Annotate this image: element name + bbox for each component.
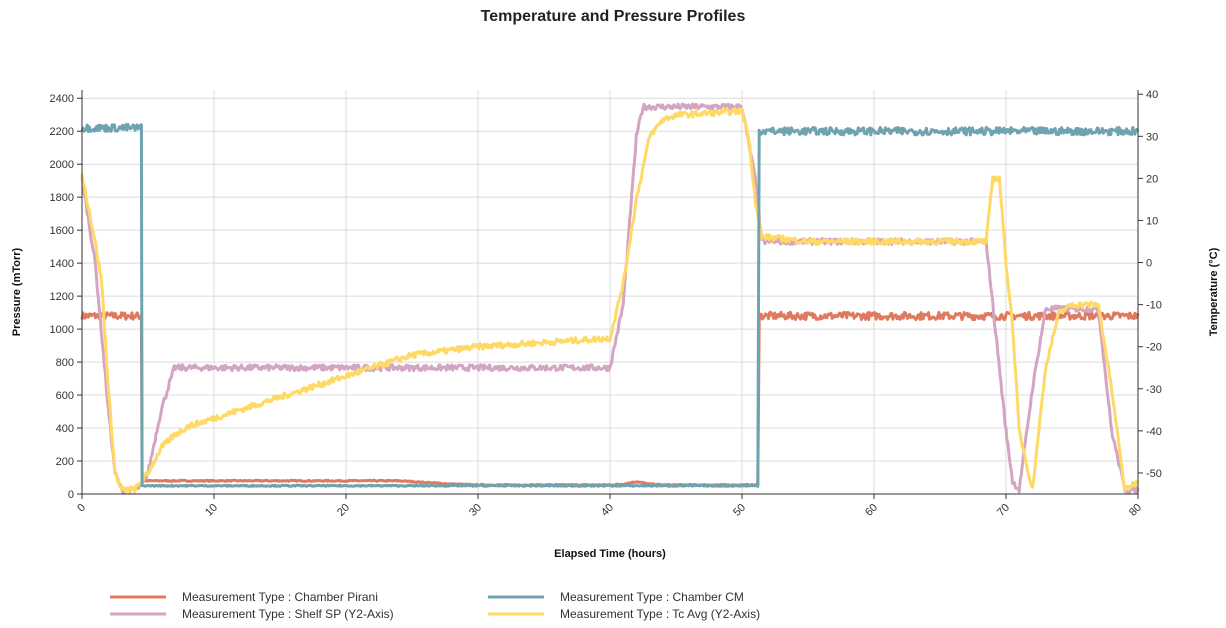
x-tick-label-8: 80 [1127,502,1144,519]
x-axis-title: Elapsed Time (hours) [554,548,666,560]
y2-axis-title: Temperature (°C) [1208,247,1220,336]
legend-label-3: Measurement Type : Tc Avg (Y2-Axis) [560,607,760,621]
y2-tick-label-5: 0 [1146,258,1152,270]
y-tick-label-4: 800 [56,357,74,369]
x-tick-label-7: 70 [995,502,1012,519]
legend-label-2: Measurement Type : Shelf SP (Y2-Axis) [182,607,394,621]
x-tick-label-6: 60 [863,502,880,519]
y-axis-title: Pressure (mTorr) [11,247,23,336]
x-tick-label-2: 20 [335,502,352,519]
x-tick-label-3: 30 [467,502,484,519]
y2-tick-label-6: 10 [1146,215,1158,227]
y2-tick-label-3: -20 [1146,342,1162,354]
legend-label-1: Measurement Type : Chamber CM [560,590,744,604]
y-tick-label-10: 2000 [50,159,74,171]
y-tick-label-0: 0 [68,489,74,501]
y2-tick-label-7: 20 [1146,173,1158,185]
y2-tick-label-9: 40 [1146,89,1158,101]
chart-title: Temperature and Pressure Profiles [480,8,746,25]
y-tick-label-5: 1000 [50,324,74,336]
y-tick-label-12: 2400 [50,93,74,105]
x-tick-label-0: 0 [75,502,88,515]
y-tick-label-6: 1200 [50,291,74,303]
y2-tick-label-8: 30 [1146,131,1158,143]
y2-tick-label-4: -10 [1146,300,1162,312]
x-tick-label-1: 10 [203,502,220,519]
y-tick-label-7: 1400 [50,258,74,270]
series-line-1 [80,123,1140,488]
axis-layer: 0200400600800100012001400160018002000220… [50,89,1162,519]
y2-tick-label-2: -30 [1146,384,1162,396]
legend: Measurement Type : Chamber Pirani Measure… [110,590,760,621]
x-tick-label-5: 50 [731,502,748,519]
y-tick-label-9: 1800 [50,192,74,204]
grid-layer [81,90,1139,495]
y-tick-label-8: 1600 [50,225,74,237]
y2-tick-label-0: -50 [1146,468,1162,480]
y-tick-label-1: 200 [56,456,74,468]
series-layer [80,102,1140,495]
legend-label-0: Measurement Type : Chamber Pirani [182,590,378,604]
y2-tick-label-1: -40 [1146,426,1162,438]
y-tick-label-2: 400 [56,423,74,435]
y-tick-label-3: 600 [56,390,74,402]
x-tick-label-4: 40 [599,502,616,519]
series-line-3 [80,107,1140,494]
y-tick-label-11: 2200 [50,126,74,138]
